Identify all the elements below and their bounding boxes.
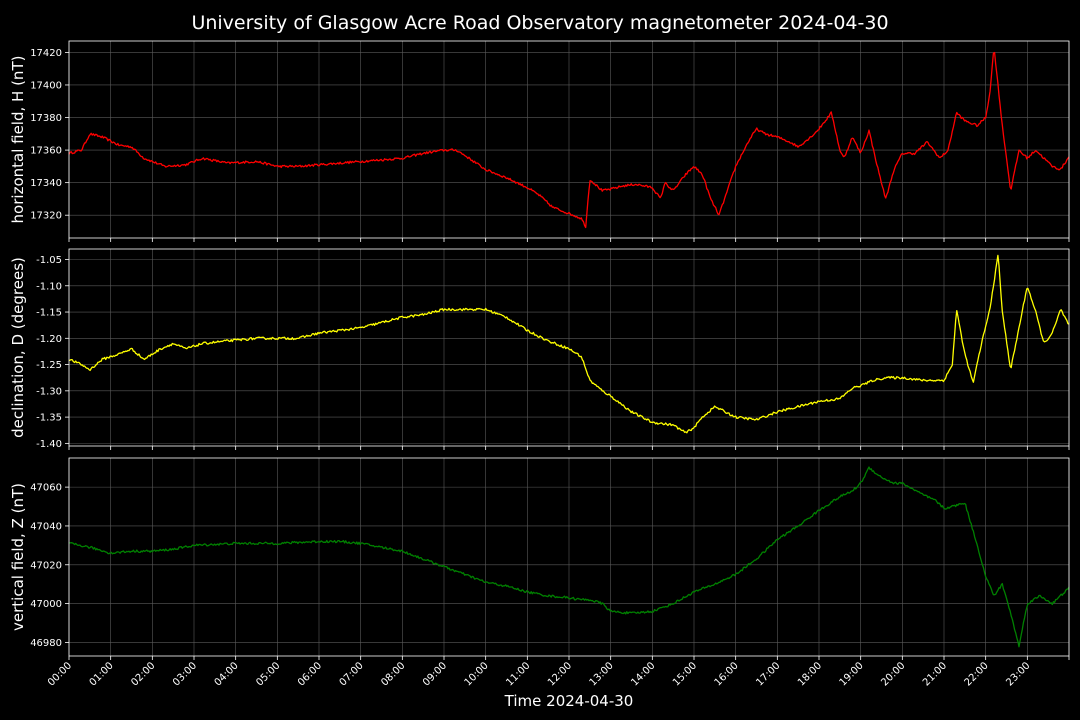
y-tick-label: 47060 xyxy=(30,483,62,494)
y-tick-label: -1.25 xyxy=(36,360,62,371)
x-axis-title: Time 2024-04-30 xyxy=(504,692,634,710)
y-tick-label: 17320 xyxy=(30,211,62,222)
series-line xyxy=(69,466,1070,648)
y-tick-label: -1.10 xyxy=(36,281,62,292)
y-tick-label: 17400 xyxy=(30,80,62,91)
y-axis-title: vertical field, Z (nT) xyxy=(9,483,27,631)
y-tick-label: 47000 xyxy=(30,599,62,610)
axes-frame xyxy=(68,248,1070,447)
y-tick-label: -1.35 xyxy=(36,413,62,424)
y-tick-label: 17420 xyxy=(30,48,62,59)
y-tick-label: -1.20 xyxy=(36,334,62,345)
y-axis-title: horizontal field, H (nT) xyxy=(9,56,27,224)
series-line xyxy=(68,51,1070,229)
y-tick-label: -1.40 xyxy=(36,439,62,450)
axes-frame xyxy=(68,40,1070,239)
y-tick-label: 47040 xyxy=(30,521,62,532)
series-line xyxy=(68,254,1070,434)
y-tick-label: 46980 xyxy=(30,638,62,649)
axes-frame xyxy=(68,457,1070,657)
panel-2: -1.40 -1.35 -1.30 -1.25 -1.20 -1.15 -1.10 -1.05… xyxy=(9,248,1070,450)
y-tick-label: 47020 xyxy=(30,560,62,571)
y-axis-title: declination, D (degrees) xyxy=(9,257,27,438)
y-tick-label: -1.15 xyxy=(36,308,62,319)
y-tick-label: 17380 xyxy=(30,113,62,124)
y-tick-label: 17340 xyxy=(30,178,62,189)
y-tick-label: 17360 xyxy=(30,146,62,157)
y-tick-label: -1.30 xyxy=(36,386,62,397)
y-tick-label: -1.05 xyxy=(36,255,62,266)
panel-1: 17320 17340 17360 17380 17400 17420horizontal… xyxy=(9,40,1070,242)
chart-title: University of Glasgow Acre Road Observat… xyxy=(191,12,888,34)
